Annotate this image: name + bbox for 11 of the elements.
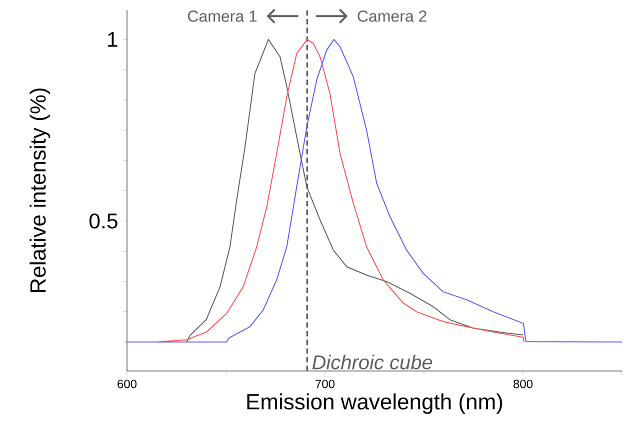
x-tick-label: 800 [514, 380, 533, 388]
y-tick-label: 0.5 [89, 213, 118, 229]
annotation: Camera 2 [358, 10, 426, 22]
ref-line-label: Dichroic cube [312, 354, 432, 370]
x-tick-label: 600 [118, 380, 137, 388]
y-tick-label: 1 [108, 32, 118, 47]
y-axis-title: Relative intensity (%) [30, 88, 50, 292]
x-axis-title: Emission wavelength (nm) [247, 393, 502, 414]
annotation: Camera 1 [188, 10, 257, 22]
line-series [126, 38, 622, 342]
x-tick-label: 700 [316, 380, 335, 388]
